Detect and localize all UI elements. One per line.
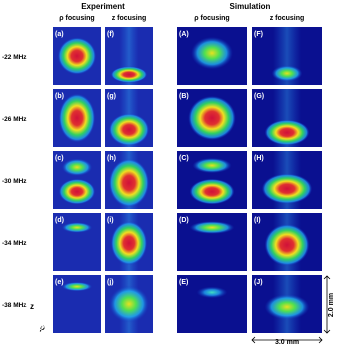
row-label: -26 MHz	[2, 116, 27, 123]
signal-blob	[61, 281, 93, 292]
signal-blob	[271, 65, 303, 82]
signal-blob	[188, 95, 236, 141]
panel-label: (h)	[107, 155, 116, 162]
signal-blob	[110, 66, 148, 83]
column-label: ρ focusing	[59, 15, 94, 22]
signal-blob	[191, 36, 233, 70]
column-label: ρ focusing	[194, 15, 229, 22]
signal-blob	[264, 294, 310, 320]
panel-label: (C)	[179, 155, 189, 162]
panel-label: (I)	[254, 217, 261, 224]
panel-label: (j)	[107, 279, 114, 286]
panel-label: (a)	[55, 31, 64, 38]
row-label: -22 MHz	[2, 54, 27, 61]
vertical-scale-label: 2.0 mm	[328, 293, 335, 317]
panel-label: (A)	[179, 31, 189, 38]
horizontal-scale-bar	[251, 336, 323, 344]
panel-label: (B)	[179, 93, 189, 100]
signal-blob	[189, 221, 235, 234]
column-label: z focusing	[270, 15, 305, 22]
signal-blob	[110, 221, 148, 266]
signal-blob	[61, 158, 93, 176]
signal-blob	[264, 224, 310, 266]
panel-label: (E)	[179, 279, 188, 286]
signal-blob	[261, 173, 313, 204]
panel-label: (i)	[107, 217, 114, 224]
panel-label: (H)	[254, 155, 264, 162]
column-label: z focusing	[112, 15, 147, 22]
z-axis-label: z	[30, 302, 34, 311]
signal-blob	[196, 286, 228, 299]
panel-image	[177, 275, 247, 333]
row-label: -38 MHz	[2, 302, 27, 309]
panel-label: (c)	[55, 155, 64, 162]
signal-blob	[192, 157, 232, 174]
signal-blob	[57, 37, 97, 75]
panel-grid: ρ focusing z focusing ρ focusing z focusing…	[2, 15, 322, 333]
axis-arrows	[24, 301, 45, 331]
signal-blob	[58, 178, 96, 205]
horizontal-scale-label: 3.0 mm	[275, 339, 299, 346]
signal-blob	[108, 113, 150, 146]
signal-blob	[108, 285, 150, 323]
signal-blob	[108, 158, 150, 208]
experiment-header: Experiment	[81, 2, 125, 11]
vertical-scale-bar	[323, 275, 331, 334]
panel-label: (e)	[55, 279, 64, 286]
panel-label: (g)	[107, 93, 116, 100]
panel-label: (J)	[254, 279, 263, 286]
panel-label: (d)	[55, 217, 64, 224]
panel-label: (f)	[107, 31, 114, 38]
panel-label: (G)	[254, 93, 264, 100]
panel-label: (F)	[254, 31, 263, 38]
signal-blob	[264, 119, 310, 146]
panel-label: (b)	[55, 93, 64, 100]
simulation-header: Simulation	[230, 2, 271, 11]
signal-blob	[189, 178, 235, 205]
signal-blob	[61, 222, 93, 233]
row-label: -34 MHz	[2, 240, 27, 247]
panel-label: (D)	[179, 217, 189, 224]
signal-blob	[58, 93, 96, 143]
row-label: -30 MHz	[2, 178, 27, 185]
